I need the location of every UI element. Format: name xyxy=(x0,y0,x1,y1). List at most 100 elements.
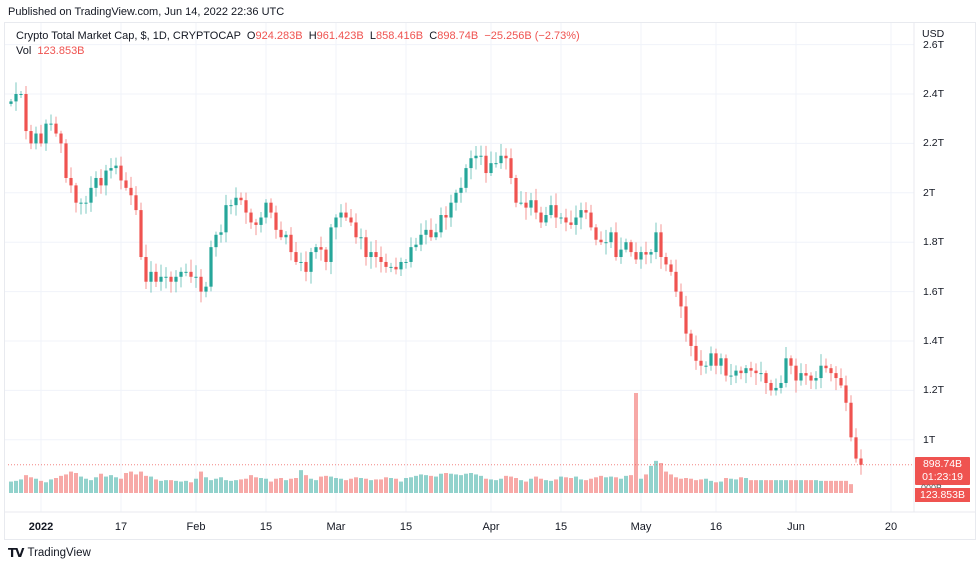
volume-bar xyxy=(329,476,333,493)
volume-bar xyxy=(454,474,458,493)
candle xyxy=(349,208,353,226)
volume-bar xyxy=(189,482,193,493)
candle xyxy=(389,262,393,273)
candle xyxy=(189,259,193,283)
candle xyxy=(634,242,638,265)
candle-body xyxy=(454,192,458,203)
candle-body xyxy=(464,168,468,188)
candle-body xyxy=(649,252,653,255)
candle xyxy=(619,237,623,264)
volume-bar xyxy=(254,477,258,493)
candle xyxy=(74,182,78,213)
volume-bar xyxy=(504,475,508,493)
candle-body xyxy=(699,360,703,366)
candle-body xyxy=(414,244,418,248)
volume-bar xyxy=(89,480,93,493)
candle xyxy=(49,114,53,131)
footer-brand[interactable]: 𝗧𝗩 TradingView xyxy=(8,546,91,560)
top-tick-clip: 2.6T xyxy=(915,40,975,50)
volume-bar xyxy=(384,477,388,493)
candle xyxy=(469,150,473,180)
volume-bar xyxy=(334,478,338,493)
volume-bar xyxy=(794,480,798,493)
candle xyxy=(739,366,743,380)
candle-body xyxy=(249,212,253,223)
candle-body xyxy=(809,375,813,381)
candle xyxy=(669,259,673,276)
candle xyxy=(84,195,88,214)
candle xyxy=(659,224,663,269)
last-price-badge: 898.74B 01:23:19 xyxy=(915,457,970,485)
high-label: H xyxy=(308,30,317,42)
candle-body xyxy=(274,212,278,230)
candle-body xyxy=(239,197,243,201)
candle xyxy=(274,205,278,239)
candle xyxy=(769,379,773,396)
volume-bar xyxy=(459,475,463,493)
volume-bar xyxy=(569,478,573,493)
vol-label: Vol xyxy=(16,45,32,57)
volume-bar xyxy=(439,473,443,493)
volume-bar xyxy=(684,478,688,493)
candle-body xyxy=(134,195,138,211)
volume-bar xyxy=(144,475,148,493)
time-tick-label: 17 xyxy=(114,521,128,533)
volume-bar xyxy=(754,480,758,493)
candle xyxy=(779,375,783,394)
candle-body xyxy=(859,458,863,465)
candle-body xyxy=(749,368,753,371)
candle xyxy=(249,208,253,229)
volume-bar xyxy=(379,479,383,493)
volume-bar xyxy=(354,477,358,493)
candle xyxy=(489,151,493,177)
candle xyxy=(614,222,618,261)
candle-body xyxy=(534,200,538,213)
volume-bar xyxy=(849,484,853,493)
candle-body xyxy=(569,222,573,225)
candle xyxy=(709,346,713,371)
time-tick-label: 15 xyxy=(554,521,568,533)
candle-body xyxy=(129,187,133,196)
low-label: L xyxy=(369,30,377,42)
candle xyxy=(529,192,533,216)
volume-bar xyxy=(644,474,648,493)
candle-body xyxy=(524,202,528,208)
candle-body xyxy=(84,202,88,204)
volume-bar xyxy=(769,480,773,493)
volume-bar xyxy=(299,470,303,493)
candle-body xyxy=(374,252,378,258)
candle-body xyxy=(709,353,713,366)
volume-bar xyxy=(194,478,198,493)
volume-bar xyxy=(359,478,363,493)
candle xyxy=(169,271,173,293)
candle-body xyxy=(814,378,818,381)
candle xyxy=(569,210,573,229)
volume-bar xyxy=(524,481,528,493)
candle-body xyxy=(389,266,393,268)
volume-bar xyxy=(484,478,488,493)
candle xyxy=(649,248,653,264)
candle xyxy=(309,247,313,284)
candle-body xyxy=(589,212,593,228)
volume-bar xyxy=(169,480,173,493)
candle xyxy=(179,267,183,288)
candle xyxy=(109,158,113,179)
candle-body xyxy=(674,271,678,292)
hidden-axis-label: 000B xyxy=(921,483,943,489)
candle xyxy=(799,363,803,386)
candle-body xyxy=(764,373,768,383)
candle xyxy=(89,176,93,212)
candle xyxy=(119,156,123,190)
candle xyxy=(644,241,648,265)
candle-body xyxy=(284,234,288,238)
volume-bar xyxy=(739,477,743,493)
vol-value: 123.853B xyxy=(37,45,85,57)
volume-bar xyxy=(54,478,58,493)
candle-body xyxy=(384,261,388,267)
time-tick-label: Jun xyxy=(787,521,805,533)
volume-bar xyxy=(74,473,78,493)
candle xyxy=(444,206,448,230)
volume-bar xyxy=(319,476,323,493)
candle-body xyxy=(469,158,473,169)
